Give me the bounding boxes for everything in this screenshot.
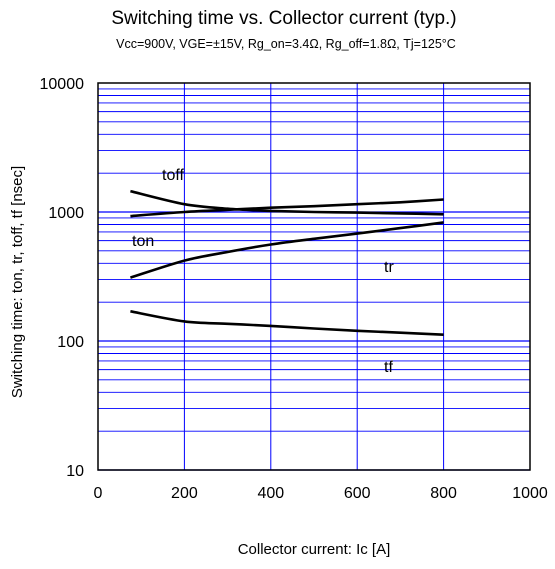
grid-lines bbox=[98, 83, 530, 471]
plot-frame bbox=[97, 82, 531, 471]
x-tick-label: 600 bbox=[344, 485, 371, 502]
tr-label: tr bbox=[384, 259, 394, 276]
x-tick-label: 200 bbox=[171, 485, 198, 502]
y-axis-label: Switching time: ton, tr, toff, tf [nsec] bbox=[9, 166, 26, 398]
y-tick-label: 100 bbox=[57, 334, 84, 351]
series-toff-line bbox=[130, 189, 444, 216]
x-tick-labels: 0 200 400 600 800 1000 bbox=[94, 485, 548, 502]
x-tick-label: 0 bbox=[94, 485, 103, 502]
x-axis-label: Collector current: Ic [A] bbox=[238, 541, 391, 558]
y-tick-label: 10 bbox=[66, 463, 84, 480]
y-tick-labels: 10 100 1000 10000 bbox=[40, 76, 85, 480]
series-tr-line bbox=[130, 221, 444, 279]
y-tick-label: 10000 bbox=[40, 76, 85, 93]
chart-subtitle: Vcc=900V, VGE=±15V, Rg_on=3.4Ω, Rg_off=1… bbox=[116, 37, 456, 51]
x-tick-label: 1000 bbox=[512, 485, 548, 502]
curves bbox=[130, 189, 444, 336]
y-tick-label: 1000 bbox=[48, 205, 84, 222]
x-tick-label: 800 bbox=[430, 485, 457, 502]
x-tick-label: 400 bbox=[257, 485, 284, 502]
ton-label: ton bbox=[132, 233, 154, 250]
toff-label: toff bbox=[162, 167, 185, 184]
series-ton-line bbox=[130, 198, 444, 218]
chart-title: Switching time vs. Collector current (ty… bbox=[111, 8, 456, 29]
series-tf-line bbox=[130, 310, 444, 336]
tf-label: tf bbox=[384, 359, 393, 376]
